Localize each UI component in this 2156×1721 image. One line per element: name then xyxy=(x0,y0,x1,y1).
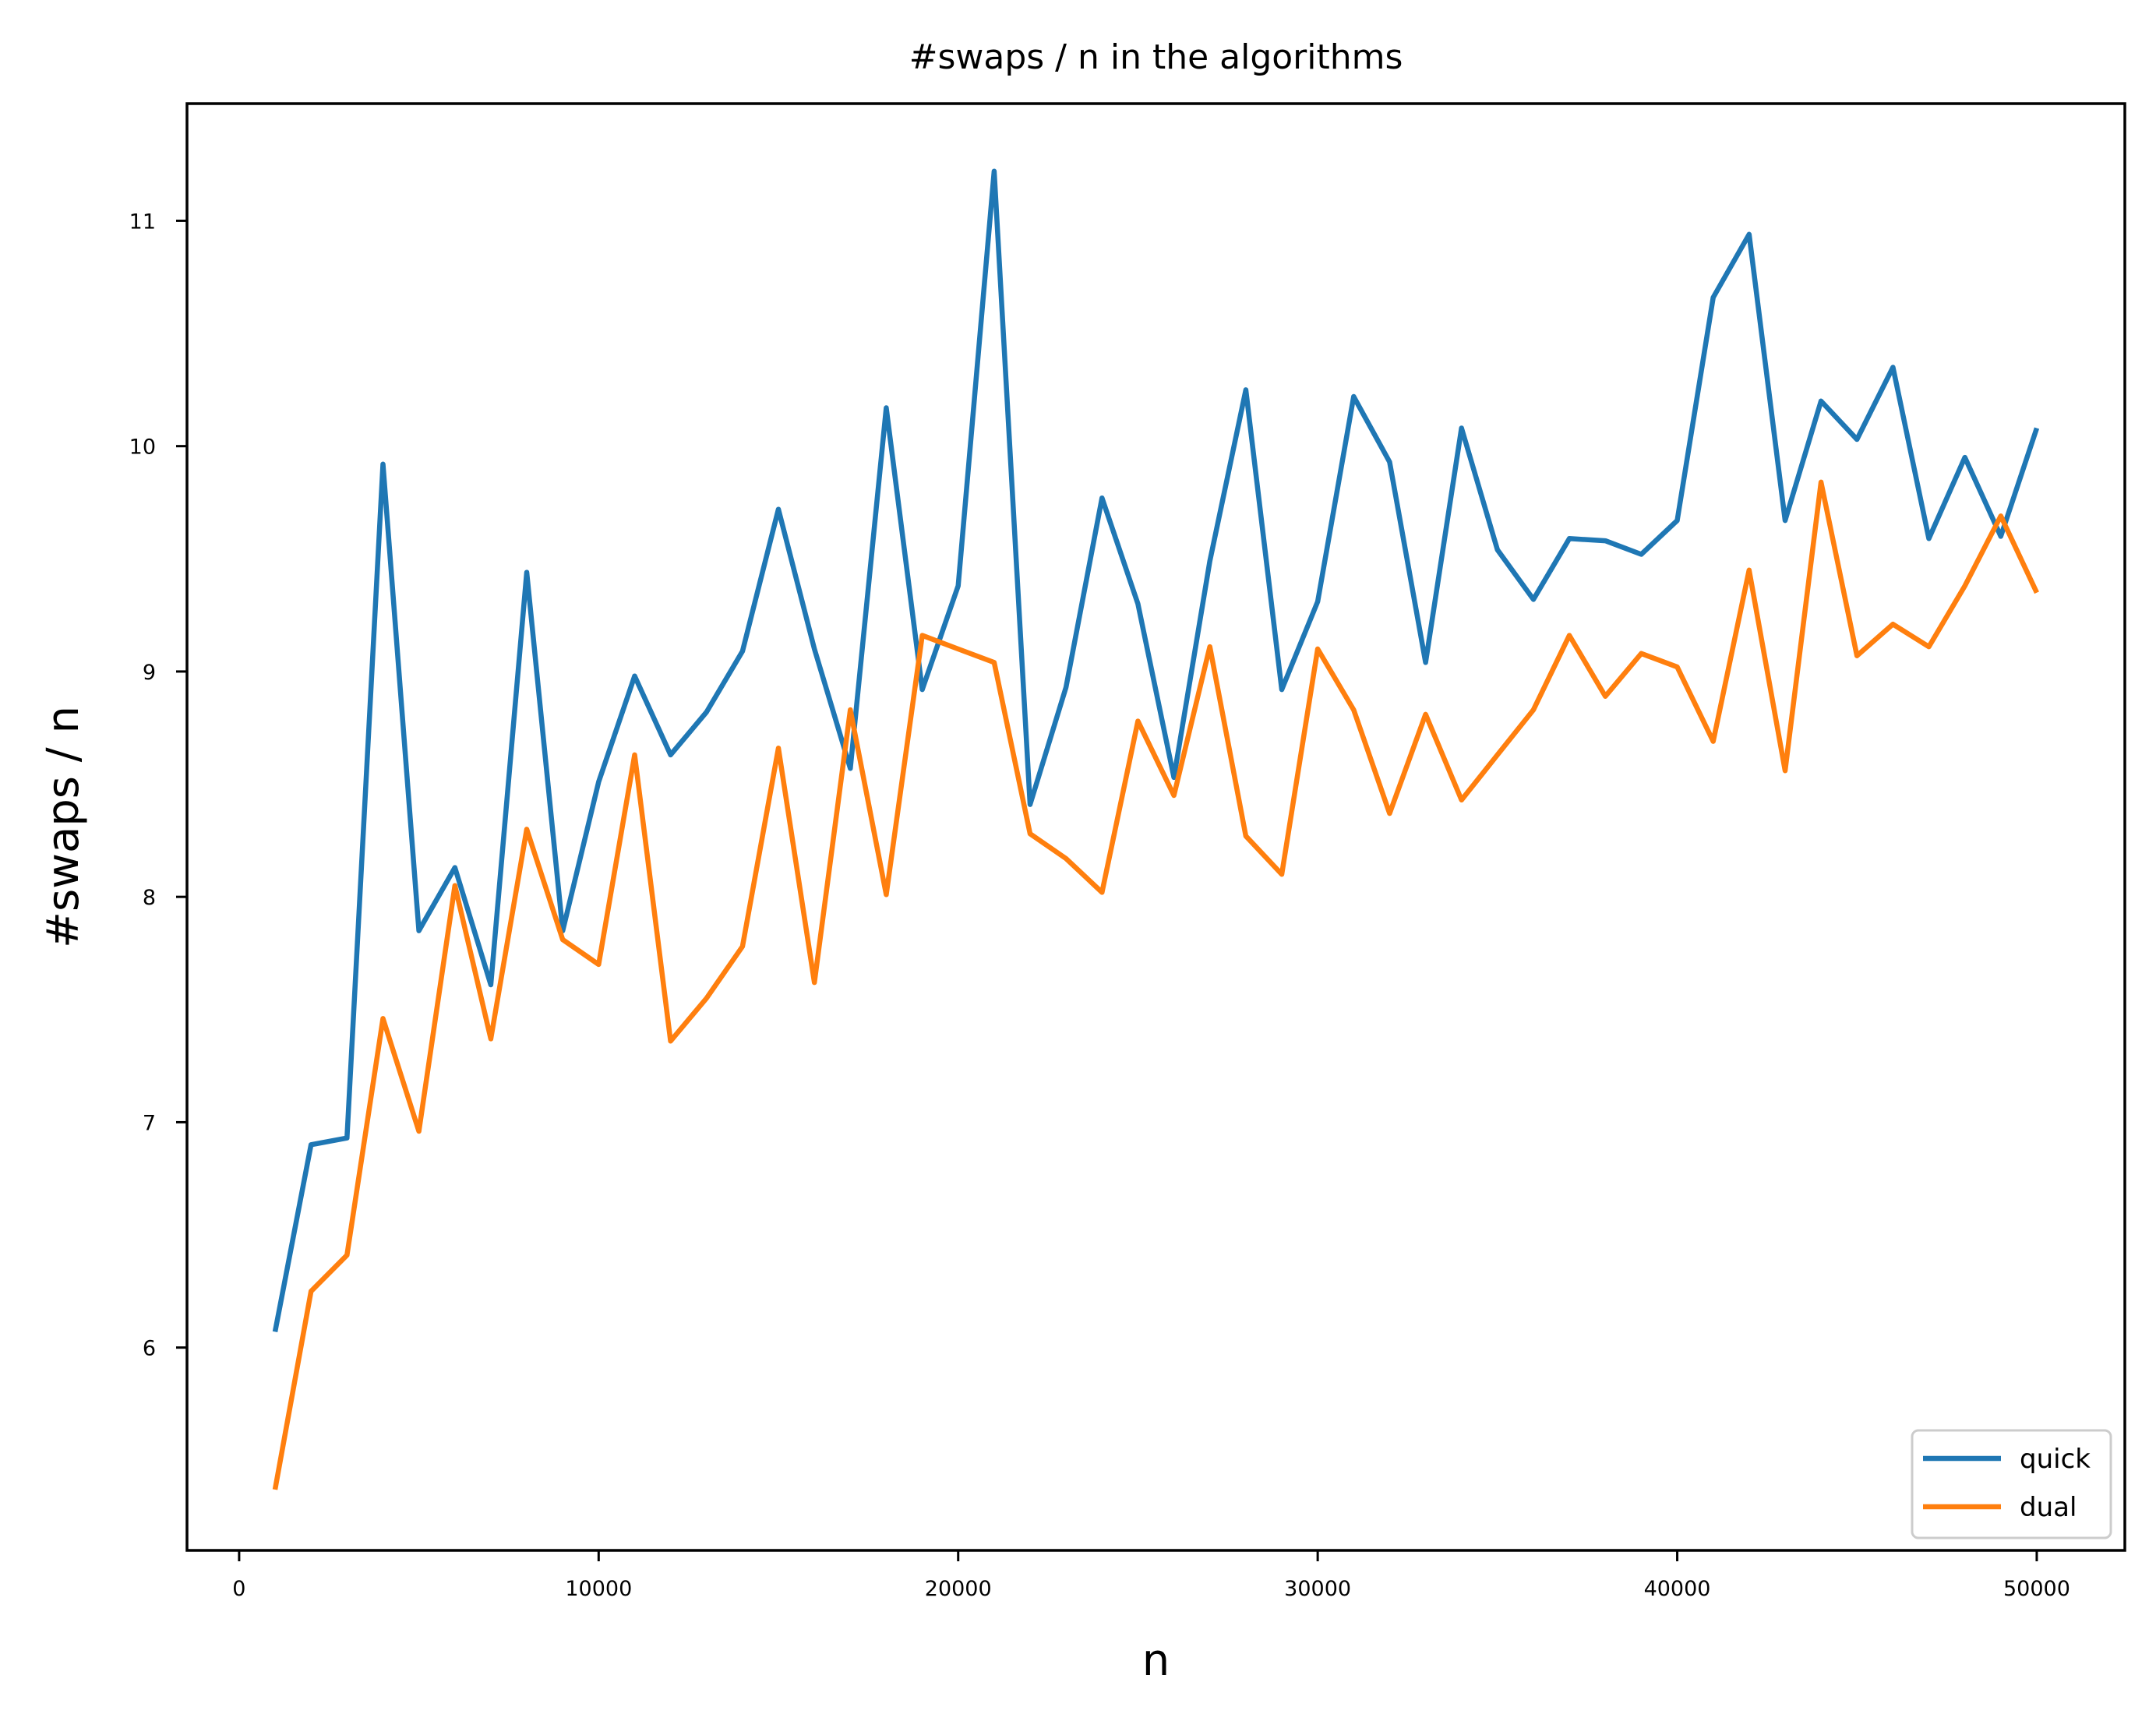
y-tick-label: 6 xyxy=(143,1337,156,1361)
chart-title: #swaps / n in the algorithms xyxy=(909,37,1403,77)
y-tick-label: 9 xyxy=(143,661,156,685)
series-line-dual xyxy=(272,479,2039,1490)
y-tick-label: 10 xyxy=(129,436,156,460)
legend-label-quick: quick xyxy=(2020,1444,2091,1475)
y-tick-label: 7 xyxy=(143,1111,156,1135)
x-tick-label: 10000 xyxy=(565,1577,632,1601)
y-tick-label: 8 xyxy=(143,886,156,910)
x-axis-label: n xyxy=(1142,1635,1170,1686)
x-tick-label: 0 xyxy=(232,1577,245,1601)
series-group xyxy=(272,168,2040,1490)
x-tick-label: 50000 xyxy=(2003,1577,2070,1601)
x-tick-label: 30000 xyxy=(1284,1577,1351,1601)
axes-ticks: 0 10000 20000 30000 40000 50000 6 7 8 9 10 11 xyxy=(129,210,2070,1601)
axes-frame xyxy=(185,102,2126,1552)
y-tick-label: 11 xyxy=(129,210,156,234)
legend: quick dual xyxy=(1911,1429,2112,1539)
series-line-quick xyxy=(272,168,2040,1333)
x-tick-label: 40000 xyxy=(1644,1577,1711,1601)
legend-label-dual: dual xyxy=(2020,1492,2077,1523)
y-axis-label: #swaps / n xyxy=(38,706,89,948)
x-tick-label: 20000 xyxy=(925,1577,992,1601)
